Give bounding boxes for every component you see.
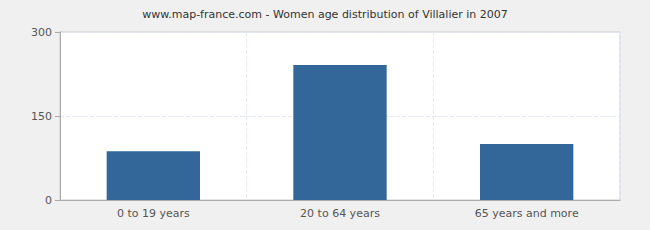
svg-text:www.map-france.com - Women age: www.map-france.com - Women age distribut… bbox=[142, 8, 508, 21]
svg-text:300: 300 bbox=[31, 26, 52, 39]
svg-text:0 to 19 years: 0 to 19 years bbox=[117, 207, 190, 220]
svg-text:65 years and more: 65 years and more bbox=[475, 207, 579, 220]
svg-text:20 to 64 years: 20 to 64 years bbox=[300, 207, 380, 220]
svg-text:0: 0 bbox=[45, 194, 52, 207]
svg-text:150: 150 bbox=[31, 110, 52, 123]
